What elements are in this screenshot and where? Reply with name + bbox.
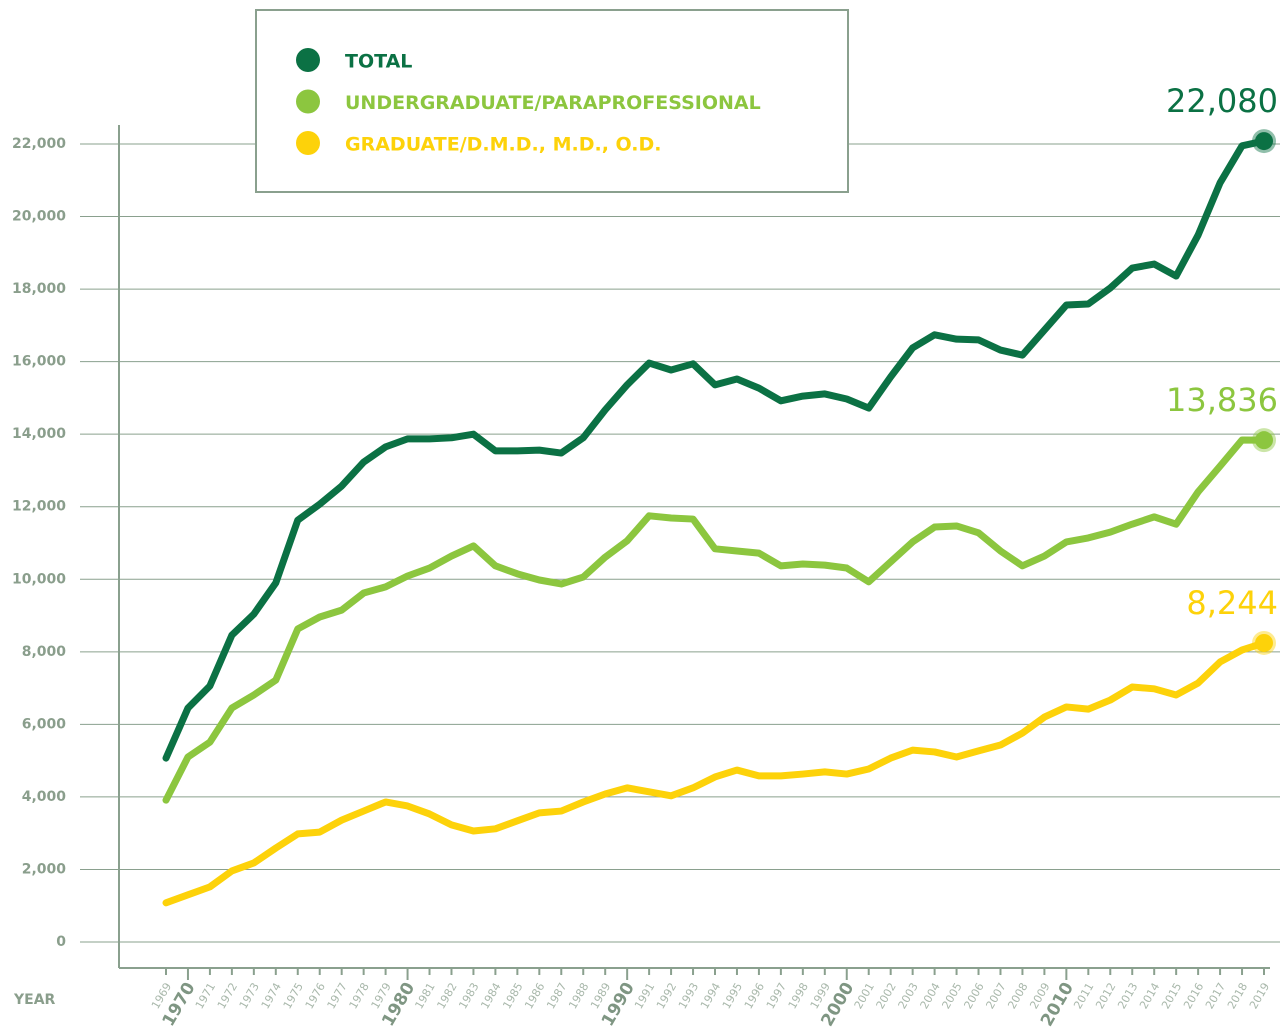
x-tick-label: 2013 <box>1115 981 1140 1012</box>
y-tick-label: 4,000 <box>22 789 67 805</box>
x-tick-label: 1982 <box>434 981 459 1012</box>
x-tick-label: 2005 <box>939 981 964 1012</box>
x-tick-label: 1994 <box>698 981 723 1012</box>
x-tick-label: 1978 <box>347 981 372 1012</box>
y-tick-label: 22,000 <box>12 136 66 152</box>
y-tick-label: 0 <box>56 934 66 950</box>
grid <box>80 143 1280 943</box>
x-tick-label: 1991 <box>632 981 657 1012</box>
x-tick-label: 1971 <box>193 981 218 1012</box>
x-tick-label: 1972 <box>215 981 240 1012</box>
x-tick-label: 1984 <box>478 981 503 1012</box>
y-tick-label: 12,000 <box>12 499 66 515</box>
data-label: 22,080 <box>1166 82 1278 120</box>
y-tick-label: 20,000 <box>12 209 66 225</box>
end-point <box>1255 431 1273 450</box>
y-tick-label: 2,000 <box>22 861 67 877</box>
x-tick-label: 1981 <box>412 981 437 1012</box>
x-tick-label: 1987 <box>544 981 569 1012</box>
x-tick-label: 1997 <box>764 981 789 1012</box>
x-tick-label: 1974 <box>259 981 284 1012</box>
y-tick-label: 6,000 <box>22 716 67 732</box>
x-tick-label: 2017 <box>1203 981 1228 1012</box>
legend-swatch <box>296 89 320 114</box>
x-tick-label: 2001 <box>852 981 877 1012</box>
x-tick-label: 2019 <box>1247 981 1272 1012</box>
x-tick-label: 1973 <box>237 981 262 1012</box>
x-tick-label: 2014 <box>1137 981 1162 1012</box>
x-tick-label: 1998 <box>786 981 811 1012</box>
x-tick-label: 1983 <box>456 981 481 1012</box>
y-tick-label: 10,000 <box>12 571 66 587</box>
x-tick-label: 1995 <box>720 981 745 1012</box>
x-tick-label: 1985 <box>500 981 525 1012</box>
data-label: 8,244 <box>1186 584 1278 622</box>
x-axis-label: YEAR <box>13 992 56 1008</box>
x-tick-label: 2012 <box>1093 981 1118 1012</box>
series-line <box>162 137 1268 762</box>
x-tick-label: 2006 <box>961 981 986 1012</box>
legend-label: TOTAL <box>345 51 412 73</box>
legend-label: UNDERGRADUATE/PARAPROFESSIONAL <box>345 92 761 114</box>
x-tick-label: 2002 <box>874 981 899 1012</box>
y-tick-label: 16,000 <box>12 354 66 370</box>
x-tick-label: 2004 <box>918 981 943 1012</box>
legend-label: GRADUATE/D.M.D., M.D., O.D. <box>345 134 661 156</box>
x-tick-label: 2007 <box>983 981 1008 1012</box>
y-tick-label: 14,000 <box>12 426 66 442</box>
x-tick-label: 1977 <box>325 981 350 1012</box>
series-line <box>162 436 1268 804</box>
legend-box <box>255 9 849 193</box>
x-tick-label: 2003 <box>896 981 921 1012</box>
x-tick-label: 2008 <box>1005 981 1030 1012</box>
x-tick-label: 1993 <box>676 981 701 1012</box>
x-tick-label: 1988 <box>566 981 591 1012</box>
legend-swatch <box>296 48 320 72</box>
x-tick-label: 1996 <box>742 981 767 1012</box>
end-point <box>1255 633 1273 652</box>
x-tick-label: 1975 <box>281 981 306 1012</box>
x-tick-label: 2011 <box>1071 981 1096 1012</box>
x-tick-label: 2015 <box>1159 981 1184 1012</box>
series-line <box>162 639 1268 907</box>
x-tick-label: 2016 <box>1181 981 1206 1012</box>
end-point <box>1255 132 1273 151</box>
x-tick-label: 1992 <box>654 981 679 1012</box>
x-tick-label: 1976 <box>303 981 328 1012</box>
x-tick-label: 2018 <box>1225 981 1250 1012</box>
data-label: 13,836 <box>1166 381 1278 419</box>
y-tick-label: 8,000 <box>22 644 67 660</box>
x-tick-label: 1986 <box>522 981 547 1012</box>
legend-swatch <box>296 131 320 155</box>
y-tick-label: 18,000 <box>12 281 66 297</box>
